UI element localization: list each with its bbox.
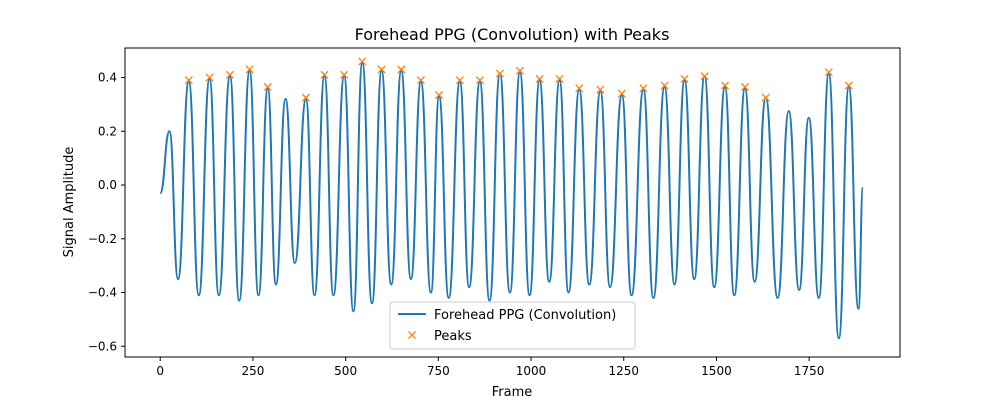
peak-marker xyxy=(515,66,524,75)
y-tick-label: −0.6 xyxy=(88,339,117,353)
x-tick-label: 1500 xyxy=(701,364,732,378)
peak-marker xyxy=(340,70,349,79)
y-tick-label: −0.4 xyxy=(88,286,117,300)
peak-marker xyxy=(320,70,329,79)
peak-marker xyxy=(475,76,484,85)
x-axis: 0 250 500 750 1000 1250 1500 1750 xyxy=(156,357,824,378)
chart-title: Forehead PPG (Convolution) with Peaks xyxy=(355,25,670,44)
y-tick-label: 0.0 xyxy=(98,178,117,192)
peak-marker xyxy=(455,76,464,85)
peak-marker xyxy=(435,90,444,100)
series-layer xyxy=(159,61,864,340)
peaks-layer xyxy=(184,57,853,102)
legend-peak-marker xyxy=(407,330,417,340)
y-tick-label: 0.4 xyxy=(98,71,117,85)
peak-marker xyxy=(720,81,730,90)
x-tick-label: 500 xyxy=(334,364,357,378)
x-axis-label: Frame xyxy=(492,385,533,400)
peak-marker xyxy=(245,65,254,74)
peak-marker xyxy=(596,85,605,94)
legend-box xyxy=(389,301,636,350)
y-axis-label: Signal Amplitude xyxy=(62,147,77,258)
peak-marker xyxy=(555,74,564,83)
plot-frame xyxy=(124,47,901,358)
peak-marker xyxy=(358,57,367,66)
legend-entry-signal: Forehead PPG (Convolution) xyxy=(434,308,616,323)
y-tick-label: 0.2 xyxy=(98,124,117,138)
peak-marker xyxy=(377,65,386,74)
x-tick-label: 250 xyxy=(241,364,264,378)
peak-marker xyxy=(740,82,750,92)
x-tick-label: 1000 xyxy=(516,364,547,378)
x-tick-label: 750 xyxy=(427,364,450,378)
peak-marker xyxy=(301,93,311,102)
peak-marker xyxy=(184,76,193,85)
peak-marker xyxy=(660,81,669,90)
y-tick-label: −0.2 xyxy=(88,232,117,246)
peak-marker xyxy=(844,81,853,90)
legend-marker-swatch xyxy=(407,330,417,340)
peak-marker xyxy=(639,84,648,93)
y-axis: −0.6 −0.4 −0.2 0.0 0.2 0.4 xyxy=(88,71,125,353)
peak-marker xyxy=(263,82,272,92)
x-tick-label: 1250 xyxy=(608,364,639,378)
x-tick-label: 1750 xyxy=(794,364,825,378)
peak-marker xyxy=(575,84,584,93)
peak-marker xyxy=(700,72,709,81)
x-tick-label: 0 xyxy=(156,364,164,378)
peak-marker xyxy=(397,65,406,74)
peak-marker xyxy=(225,70,234,79)
peak-marker xyxy=(535,74,544,83)
legend: Forehead PPG (Convolution) Peaks xyxy=(389,301,636,350)
peak-marker xyxy=(416,76,425,85)
legend-entry-peaks: Peaks xyxy=(434,329,472,344)
peak-marker xyxy=(680,74,689,83)
peak-marker xyxy=(495,69,504,78)
peak-marker xyxy=(761,93,770,102)
peak-marker xyxy=(824,68,833,77)
signal-line xyxy=(159,61,864,340)
peak-marker xyxy=(617,89,626,98)
peak-marker xyxy=(205,73,214,82)
